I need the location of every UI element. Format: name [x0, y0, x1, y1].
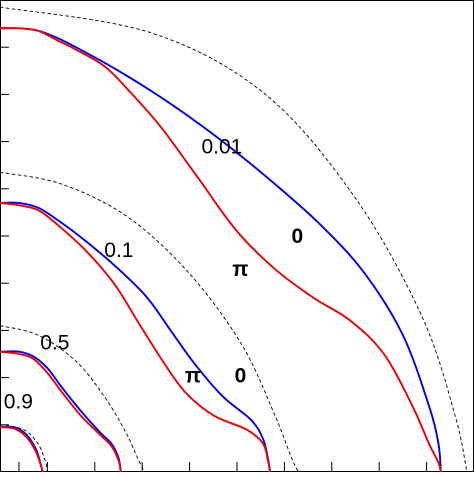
contour-phase-pi-1: [0, 202, 272, 473]
contour-label: 0.5: [40, 331, 69, 354]
contour-phase-0-2: [0, 350, 122, 473]
contour-label: 0.01: [201, 135, 242, 158]
contour-phase-pi-3: [0, 426, 44, 473]
contour-label: 0.9: [4, 390, 33, 413]
dashed-contour-1: [0, 171, 300, 473]
dashed-contour-3: [0, 424, 48, 473]
contour-label: 0.1: [104, 239, 133, 262]
contour-label: 0: [235, 364, 247, 387]
contour-label: 0: [292, 225, 304, 248]
contour-phase-0-1: [0, 201, 272, 473]
contour-label: π: [232, 258, 248, 281]
contour-phase-pi-0: [0, 27, 442, 473]
contour-phase-0-0: [0, 27, 442, 473]
dashed-contour-0: [0, 6, 468, 473]
contour-label: π: [185, 364, 201, 387]
contour-phase-pi-2: [0, 350, 122, 473]
dashed-contour-2: [0, 325, 145, 473]
